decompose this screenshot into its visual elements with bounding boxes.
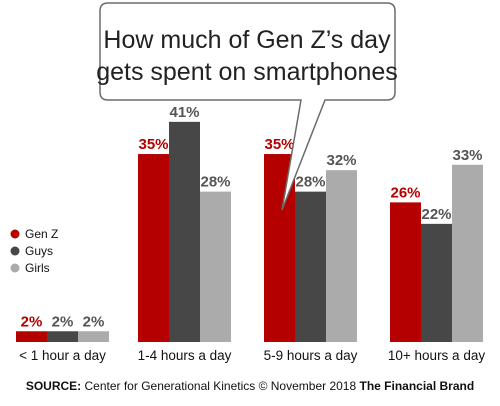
value-labels-layer: 2% 2% 2%35%41%28%35%28%32%26%22%33% [21,104,483,330]
source-note: SOURCE: Center for Generational Kinetics… [0,379,500,393]
legend: Gen Z Guys Girls [10,227,58,275]
bar-gen-z-10-hours-a-day [390,202,421,342]
category-label-10-hours-a-day: 10+ hours a day [388,348,485,363]
legend-marker-guys [10,246,20,256]
bar-girls-1-4-hours-a-day [200,191,231,342]
bar-girls-1-hour-a-day [78,331,109,342]
category-labels-layer: < 1 hour a day 1-4 hours a day 5-9 hours a… [19,348,485,363]
category-label-1-4-hours-a-day: 1-4 hours a day [138,348,232,363]
bar-girls-10-hours-a-day [452,164,483,342]
source-text: Center for Generational Kinetics © Novem… [84,379,357,393]
bar-guys-1-4-hours-a-day [169,121,200,342]
value-label-girls-1-hour-a-day: 2% [83,313,105,330]
source-brand: The Financial Brand [359,379,475,393]
value-label-gen-z-1-hour-a-day: 2% [21,313,43,330]
bars-layer [16,121,483,342]
legend-marker-girls [10,263,20,273]
legend-marker-gen-z [10,229,20,239]
chart-title-line-2: gets spent on smartphones [96,58,398,86]
legend-label-guys: Guys [25,244,53,258]
bar-guys-5-9-hours-a-day [295,191,326,342]
title-callout: How much of Gen Z’s day gets spent on sm… [96,2,398,211]
value-label-gen-z-5-9-hours-a-day: 35% [264,136,294,153]
chart-title-line-1: How much of Gen Z’s day [103,26,391,54]
bar-guys-1-hour-a-day [47,331,78,342]
legend-label-girls: Girls [25,261,50,275]
value-label-guys-5-9-hours-a-day: 28% [295,174,325,191]
value-label-gen-z-1-4-hours-a-day: 35% [138,136,168,153]
category-label-5-9-hours-a-day: 5-9 hours a day [264,348,358,363]
value-label-guys-10-hours-a-day: 22% [421,206,451,223]
bar-gen-z-1-4-hours-a-day [138,154,169,342]
value-label-girls-10-hours-a-day: 33% [452,147,482,164]
bar-gen-z-1-hour-a-day [16,331,47,342]
legend-label-gen-z: Gen Z [25,227,58,241]
value-label-girls-1-4-hours-a-day: 28% [200,174,230,191]
speech-bubble [99,2,396,211]
value-label-guys-1-hour-a-day: 2% [52,313,74,330]
bar-guys-10-hours-a-day [421,223,452,342]
category-label-1-hour-a-day: < 1 hour a day [19,348,106,363]
value-label-gen-z-10-hours-a-day: 26% [390,184,420,201]
bar-girls-5-9-hours-a-day [326,170,357,342]
value-label-guys-1-4-hours-a-day: 41% [169,104,199,121]
value-label-girls-5-9-hours-a-day: 32% [326,152,356,169]
source-label: SOURCE: [25,379,82,393]
